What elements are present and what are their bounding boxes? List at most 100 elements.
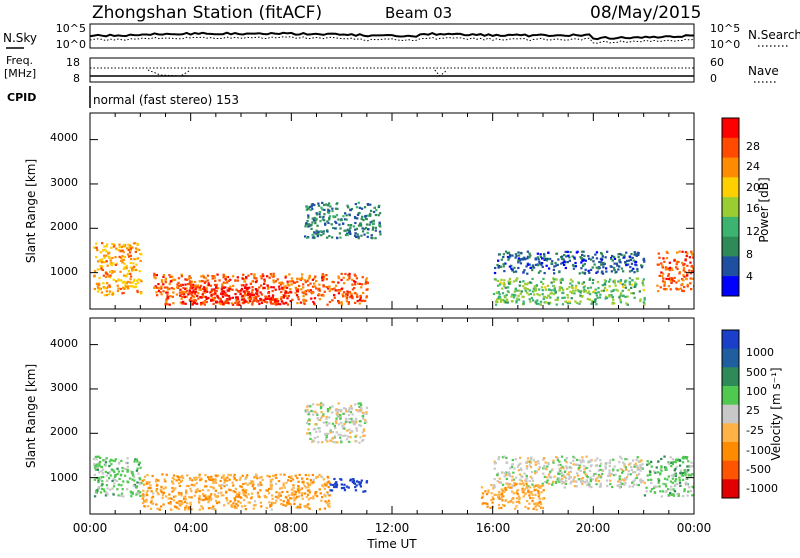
heatmap-cell bbox=[252, 483, 255, 486]
heatmap-cell bbox=[624, 281, 627, 284]
heatmap-cell bbox=[307, 428, 310, 431]
heatmap-cell bbox=[217, 492, 220, 495]
heatmap-cell bbox=[160, 293, 163, 296]
heatmap-cell bbox=[690, 461, 693, 464]
heatmap-cell bbox=[123, 243, 126, 246]
heatmap-cell bbox=[137, 463, 141, 466]
heatmap-cell bbox=[244, 494, 247, 497]
heatmap-cell bbox=[315, 229, 318, 232]
heatmap-cell bbox=[682, 290, 685, 293]
heatmap-cell bbox=[674, 480, 677, 483]
heatmap-cell bbox=[111, 270, 114, 273]
heatmap-cell bbox=[596, 281, 600, 284]
heatmap-cell bbox=[518, 259, 522, 262]
colorbar-swatch bbox=[722, 367, 739, 387]
heatmap-cell bbox=[568, 474, 571, 477]
heatmap-cell bbox=[190, 291, 193, 294]
heatmap-cell bbox=[337, 281, 340, 284]
heatmap-cell bbox=[361, 415, 365, 418]
heatmap-cell bbox=[350, 407, 354, 410]
heatmap-cell bbox=[357, 481, 360, 484]
heatmap-cell bbox=[311, 233, 314, 236]
heatmap-cell bbox=[296, 290, 299, 293]
heatmap-cell bbox=[355, 429, 359, 432]
heatmap-cell bbox=[366, 214, 369, 217]
heatmap-cell bbox=[143, 500, 147, 503]
heatmap-cell bbox=[348, 428, 351, 431]
heatmap-cell bbox=[195, 476, 198, 479]
vel-cbar-tick-1000: 1000 bbox=[746, 346, 774, 359]
heatmap-cell bbox=[226, 281, 229, 284]
heatmap-cell bbox=[310, 224, 313, 227]
heatmap-cell bbox=[561, 255, 564, 258]
heatmap-cell bbox=[573, 257, 576, 260]
heatmap-cell bbox=[336, 411, 340, 414]
heatmap-cell bbox=[575, 301, 579, 305]
heatmap-cell bbox=[205, 301, 208, 304]
heatmap-cell bbox=[363, 434, 366, 437]
heatmap-cell bbox=[360, 207, 364, 210]
heatmap-cell bbox=[560, 471, 563, 474]
heatmap-cell bbox=[356, 282, 360, 285]
heatmap-cell bbox=[333, 287, 336, 290]
power-panel-frame bbox=[89, 112, 695, 310]
heatmap-cell bbox=[667, 278, 670, 281]
heatmap-cell bbox=[184, 302, 187, 305]
heatmap-cell bbox=[529, 458, 533, 461]
heatmap-cell bbox=[119, 270, 122, 273]
heatmap-cell bbox=[205, 297, 208, 301]
heatmap-cell bbox=[545, 468, 548, 471]
heatmap-cell bbox=[497, 291, 500, 294]
heatmap-cell bbox=[336, 441, 339, 444]
heatmap-cell bbox=[501, 490, 504, 494]
heatmap-cell bbox=[202, 301, 205, 304]
heatmap-cell bbox=[529, 266, 532, 269]
power-colorbar-frame bbox=[721, 117, 740, 297]
heatmap-cell bbox=[338, 289, 341, 292]
heatmap-cell bbox=[537, 491, 540, 494]
heatmap-cell bbox=[143, 505, 146, 508]
heatmap-cell bbox=[515, 278, 518, 281]
heatmap-cell bbox=[669, 288, 672, 291]
heatmap-cell bbox=[187, 277, 191, 280]
heatmap-cell bbox=[274, 473, 277, 477]
heatmap-cell bbox=[183, 296, 186, 299]
heatmap-cell bbox=[237, 500, 240, 503]
heatmap-cell bbox=[580, 478, 583, 481]
heatmap-cell bbox=[162, 492, 166, 495]
heatmap-cell bbox=[325, 436, 328, 439]
heatmap-cell bbox=[175, 479, 178, 482]
heatmap-cell bbox=[308, 507, 311, 510]
heatmap-cell bbox=[534, 463, 537, 466]
heatmap-cell bbox=[235, 296, 238, 299]
heatmap-cell bbox=[661, 266, 665, 269]
heatmap-cell bbox=[226, 276, 230, 279]
heatmap-cell bbox=[107, 275, 110, 278]
heatmap-cell bbox=[135, 469, 139, 472]
heatmap-cell bbox=[110, 246, 113, 249]
heatmap-cell bbox=[238, 300, 241, 303]
heatmap-cell bbox=[270, 508, 273, 511]
heatmap-cell bbox=[365, 223, 369, 226]
heatmap-cell bbox=[95, 463, 98, 466]
heatmap-cell bbox=[371, 237, 374, 240]
heatmap-cell bbox=[179, 294, 182, 297]
heatmap-cell bbox=[625, 251, 628, 254]
heatmap-cell bbox=[360, 283, 364, 286]
heatmap-cell bbox=[581, 459, 585, 462]
heatmap-cell bbox=[125, 461, 128, 465]
heatmap-cell bbox=[628, 485, 631, 488]
heatmap-cell bbox=[542, 277, 545, 280]
heatmap-cell bbox=[242, 493, 245, 496]
heatmap-cell bbox=[229, 500, 232, 503]
heatmap-cell bbox=[628, 283, 631, 286]
heatmap-cell bbox=[99, 258, 102, 262]
heatmap-cell bbox=[572, 478, 575, 481]
heatmap-cell bbox=[229, 489, 232, 492]
heatmap-cell bbox=[282, 482, 285, 485]
heatmap-cell bbox=[145, 482, 148, 485]
heatmap-cell bbox=[259, 298, 263, 301]
heatmap-cell bbox=[267, 487, 271, 490]
heatmap-cell bbox=[559, 279, 562, 282]
heatmap-cell bbox=[180, 492, 183, 495]
